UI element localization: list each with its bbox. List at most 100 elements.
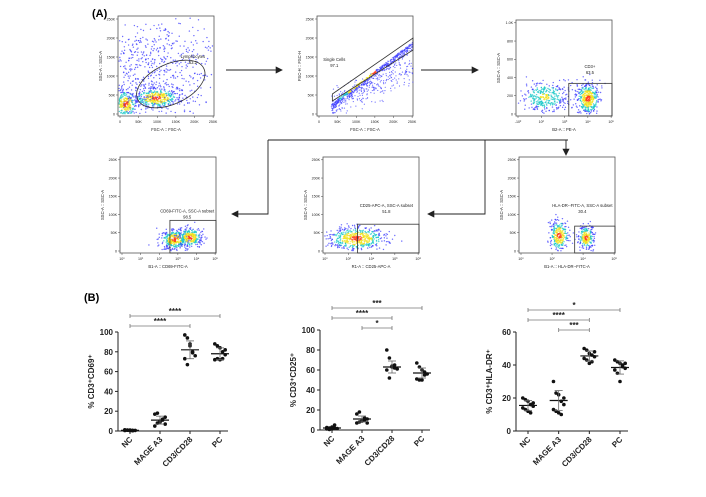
event-dot xyxy=(325,245,327,247)
event-dot xyxy=(165,68,167,70)
event-dot xyxy=(354,89,356,92)
event-dot xyxy=(561,217,564,220)
event-dot xyxy=(137,96,139,98)
event-dot xyxy=(127,108,129,111)
event-dot xyxy=(533,108,536,111)
event-dot xyxy=(188,60,191,62)
event-dot xyxy=(201,241,204,243)
gate-percent: 97.1 xyxy=(330,63,339,68)
event-dot xyxy=(153,90,156,92)
event-dot xyxy=(119,96,121,99)
event-dot xyxy=(361,87,363,89)
event-dot xyxy=(338,94,340,96)
event-dot xyxy=(335,241,338,244)
event-dot xyxy=(384,69,386,71)
event-dot xyxy=(128,112,130,114)
event-dot xyxy=(124,41,127,43)
event-dot xyxy=(589,98,592,101)
event-dot xyxy=(170,83,173,85)
event-dot xyxy=(562,104,565,107)
event-dot xyxy=(588,232,590,234)
event-dot xyxy=(360,248,363,251)
event-dot xyxy=(141,101,143,103)
event-dot xyxy=(583,96,585,99)
event-dot xyxy=(345,227,347,230)
event-dot xyxy=(387,240,389,243)
event-dot xyxy=(586,109,588,111)
event-dot xyxy=(147,100,149,103)
event-dot xyxy=(358,89,360,91)
event-dot xyxy=(151,45,153,48)
event-dot xyxy=(179,242,182,244)
data-point xyxy=(357,410,362,414)
event-dot xyxy=(139,37,142,40)
event-dot xyxy=(123,111,126,113)
y-tick-label: 0 xyxy=(115,249,117,253)
event-dot xyxy=(130,64,132,66)
data-point xyxy=(183,333,187,337)
event-dot xyxy=(549,104,552,106)
event-dot xyxy=(182,233,184,236)
event-dot xyxy=(571,106,573,109)
event-dot xyxy=(574,94,576,96)
event-dot xyxy=(121,96,123,99)
event-dot xyxy=(585,110,587,112)
event-dot xyxy=(153,71,156,74)
event-dot xyxy=(188,241,190,243)
event-dot xyxy=(589,88,591,91)
event-dot xyxy=(167,91,169,93)
event-dot xyxy=(385,240,388,243)
event-dot xyxy=(390,74,392,76)
event-dot xyxy=(548,99,550,102)
event-dot xyxy=(174,245,176,248)
event-dot xyxy=(561,240,564,243)
event-dot xyxy=(350,90,352,92)
event-dot xyxy=(389,67,391,69)
event-dot xyxy=(173,96,175,98)
event-dot xyxy=(555,224,558,226)
event-dot xyxy=(375,240,378,242)
event-dot xyxy=(149,28,152,30)
event-dot xyxy=(582,223,585,225)
event-dot xyxy=(195,231,197,234)
event-dot xyxy=(198,240,200,243)
event-dot xyxy=(156,96,159,98)
event-dot xyxy=(412,81,414,83)
event-dot xyxy=(168,92,170,95)
event-dot xyxy=(139,98,141,100)
event-dot xyxy=(149,100,152,102)
y-tick-label: 600 xyxy=(507,58,513,62)
event-dot xyxy=(160,38,162,40)
event-dot xyxy=(406,54,408,56)
event-dot xyxy=(195,63,198,66)
event-dot xyxy=(559,230,562,232)
event-dot xyxy=(346,94,348,96)
event-dot xyxy=(364,232,366,235)
event-dot xyxy=(539,96,542,98)
event-dot xyxy=(170,243,172,246)
event-dot xyxy=(407,75,409,77)
event-dot xyxy=(192,234,195,236)
event-dot xyxy=(370,92,372,94)
event-dot xyxy=(169,68,172,71)
x-tick-label: 10² xyxy=(346,257,352,261)
event-dot xyxy=(586,102,588,104)
event-dot xyxy=(147,71,150,73)
event-dot xyxy=(536,87,538,89)
event-dot xyxy=(145,108,147,110)
event-dot xyxy=(338,98,340,100)
event-dot xyxy=(156,227,158,229)
event-dot xyxy=(183,78,185,80)
event-dot xyxy=(549,222,551,225)
event-dot xyxy=(151,97,154,100)
event-dot xyxy=(161,60,163,63)
event-dot xyxy=(167,108,169,110)
event-dot xyxy=(362,82,364,84)
event-dot xyxy=(350,227,352,230)
event-dot xyxy=(528,107,530,109)
event-dot xyxy=(184,61,187,63)
event-dot xyxy=(162,45,165,47)
event-dot xyxy=(584,233,587,236)
event-dot xyxy=(179,45,181,47)
